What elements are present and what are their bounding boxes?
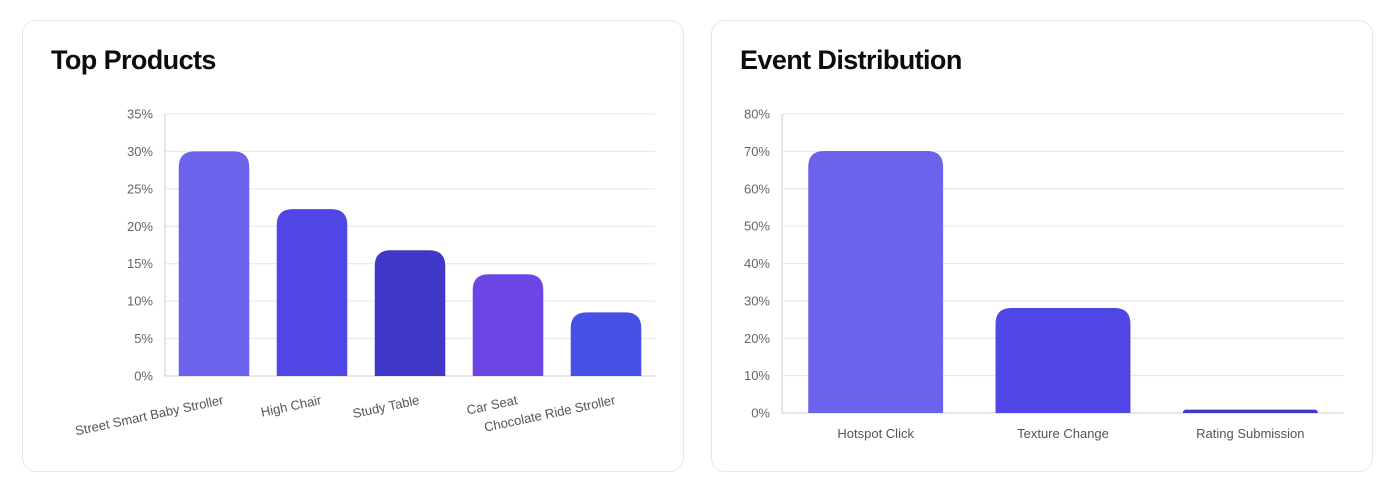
event-distribution-y-tick-label: 30% [744, 293, 770, 308]
event-distribution-bar[interactable] [995, 307, 1131, 413]
top-products-y-tick-label: 25% [127, 181, 153, 196]
event-distribution-y-tick-label: 40% [744, 256, 770, 271]
event-distribution-card: Event Distribution 0% 10% 20% 30% 40% 50% 60% 7… [711, 20, 1373, 472]
top-products-y-tick-label: 20% [127, 219, 153, 234]
top-products-bar[interactable] [570, 312, 642, 376]
event-distribution-bar[interactable] [808, 151, 944, 413]
event-distribution-bar[interactable] [1182, 409, 1318, 413]
event-distribution-title: Event Distribution [740, 45, 962, 75]
top-products-y-tick-label: 15% [127, 256, 153, 271]
event-distribution-y-tick-label: 80% [744, 107, 770, 122]
top-products-y-tick-label: 10% [127, 294, 153, 309]
event-distribution-y-tick-label: 0% [751, 406, 770, 421]
top-products-category-label: Study Table [351, 392, 420, 421]
event-distribution-category-label: Texture Change [1017, 426, 1109, 441]
top-products-y-tick-label: 30% [127, 144, 153, 159]
top-products-category-label: Street Smart Baby Stroller [74, 392, 225, 438]
top-products-card: Top Products 0% 5% 10% 15% 20% 25% 30% 35% Stree… [22, 20, 684, 472]
event-distribution-y-tick-label: 70% [744, 144, 770, 159]
event-distribution-y-tick-label: 50% [744, 219, 770, 234]
event-distribution-y-tick-label: 20% [744, 331, 770, 346]
event-distribution-y-tick-label: 10% [744, 368, 770, 383]
top-products-bar[interactable] [374, 250, 446, 376]
event-distribution-y-tick-label: 60% [744, 181, 770, 196]
event-distribution-category-label: Hotspot Click [837, 426, 914, 441]
event-distribution-category-label: Rating Submission [1196, 426, 1304, 441]
top-products-y-tick-label: 5% [134, 331, 153, 346]
top-products-category-label: High Chair [259, 392, 323, 420]
event-distribution-chart: 0% 10% 20% 30% 40% 50% 60% 70% 80% Hotspot Click T… [744, 107, 1344, 441]
top-products-bar[interactable] [276, 209, 348, 376]
top-products-bar[interactable] [178, 151, 250, 376]
top-products-chart: 0% 5% 10% 15% 20% 25% 30% 35% Street Smart Baby … [74, 107, 655, 438]
top-products-title: Top Products [51, 45, 216, 75]
top-products-bar[interactable] [472, 274, 544, 376]
top-products-y-tick-label: 35% [127, 107, 153, 122]
top-products-y-tick-label: 0% [134, 369, 153, 384]
